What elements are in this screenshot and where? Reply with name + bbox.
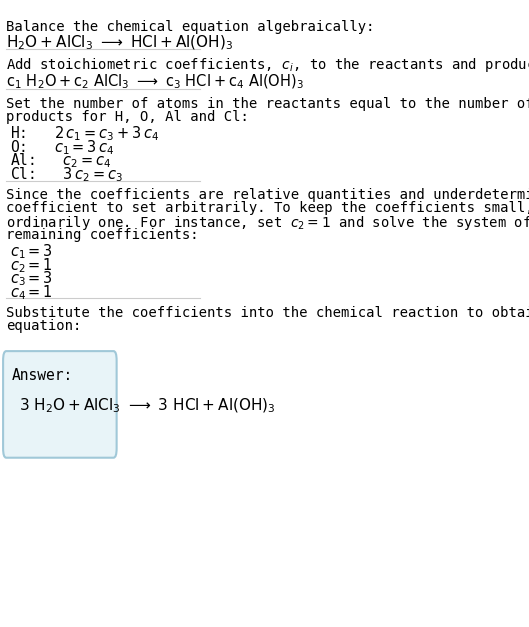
- Text: Set the number of atoms in the reactants equal to the number of atoms in the: Set the number of atoms in the reactants…: [6, 97, 529, 111]
- Text: H:   $2\,c_1 = c_3 + 3\,c_4$: H: $2\,c_1 = c_3 + 3\,c_4$: [11, 124, 160, 143]
- Text: Substitute the coefficients into the chemical reaction to obtain the balanced: Substitute the coefficients into the che…: [6, 306, 529, 320]
- Text: O:   $c_1 = 3\,c_4$: O: $c_1 = 3\,c_4$: [11, 138, 115, 157]
- Text: $c_2 = 1$: $c_2 = 1$: [11, 256, 53, 275]
- Text: Balance the chemical equation algebraically:: Balance the chemical equation algebraica…: [6, 20, 375, 34]
- Text: Cl:   $3\,c_2 = c_3$: Cl: $3\,c_2 = c_3$: [11, 166, 123, 184]
- Text: products for H, O, Al and Cl:: products for H, O, Al and Cl:: [6, 110, 249, 124]
- Text: Add stoichiometric coefficients, $c_i$, to the reactants and products:: Add stoichiometric coefficients, $c_i$, …: [6, 56, 529, 75]
- Text: $c_3 = 3$: $c_3 = 3$: [11, 270, 53, 288]
- FancyBboxPatch shape: [3, 351, 116, 458]
- Text: $\mathrm{H_2O + AlCl_3 \ \longrightarrow \ HCl + Al(OH)_3}$: $\mathrm{H_2O + AlCl_3 \ \longrightarrow…: [6, 34, 234, 52]
- Text: Answer:: Answer:: [11, 368, 72, 383]
- Text: coefficient to set arbitrarily. To keep the coefficients small, the arbitrary va: coefficient to set arbitrarily. To keep …: [6, 201, 529, 215]
- Text: $\mathrm{c_1\ H_2O + c_2\ AlCl_3 \ \longrightarrow \ c_3\ HCl + c_4\ Al(OH)_3}$: $\mathrm{c_1\ H_2O + c_2\ AlCl_3 \ \long…: [6, 73, 304, 91]
- Text: $c_4 = 1$: $c_4 = 1$: [11, 283, 53, 302]
- Text: ordinarily one. For instance, set $c_2 = 1$ and solve the system of equations fo: ordinarily one. For instance, set $c_2 =…: [6, 214, 529, 233]
- Text: Al:   $c_2 = c_4$: Al: $c_2 = c_4$: [11, 152, 112, 171]
- Text: $\mathrm{3\ H_2O + AlCl_3 \ \longrightarrow \ 3\ HCl + Al(OH)_3}$: $\mathrm{3\ H_2O + AlCl_3 \ \longrightar…: [19, 397, 275, 415]
- Text: $c_1 = 3$: $c_1 = 3$: [11, 242, 53, 261]
- Text: Since the coefficients are relative quantities and underdetermined, choose a: Since the coefficients are relative quan…: [6, 188, 529, 202]
- Text: equation:: equation:: [6, 319, 81, 333]
- Text: remaining coefficients:: remaining coefficients:: [6, 228, 199, 241]
